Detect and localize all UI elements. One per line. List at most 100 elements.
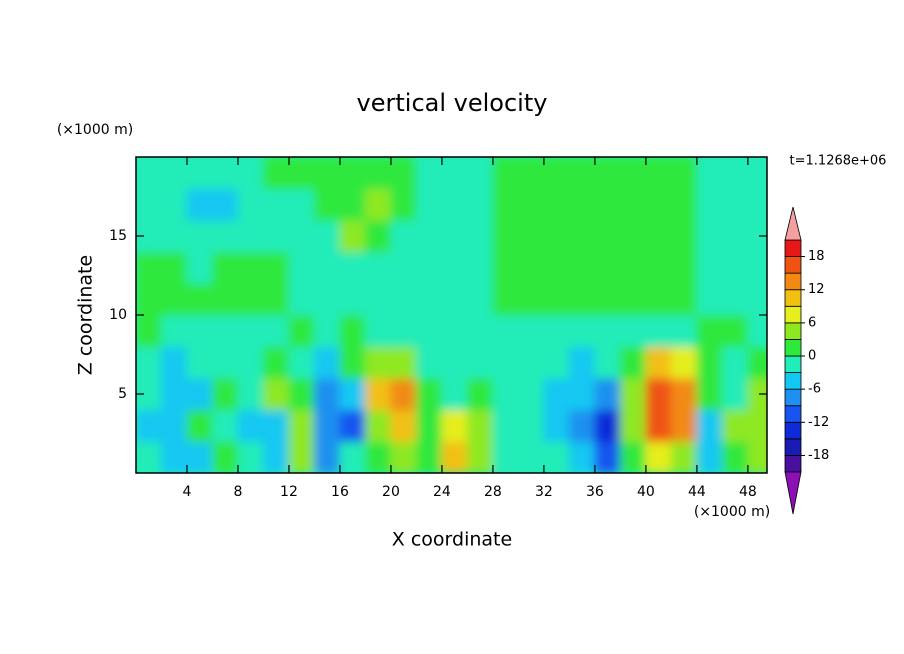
field-cell	[619, 219, 647, 253]
field-cell	[364, 409, 392, 442]
field-cell	[441, 377, 468, 411]
field-cell	[619, 377, 647, 411]
field-cell	[721, 346, 749, 379]
field-cell	[313, 251, 341, 284]
field-cell	[645, 440, 672, 473]
field-cell	[364, 219, 392, 253]
x-unit: (×1000 m)	[694, 504, 770, 520]
field-cell	[517, 346, 545, 379]
field-cell	[160, 251, 188, 284]
field-cell	[696, 314, 723, 348]
x-tick-label: 40	[637, 484, 655, 500]
field-cell	[721, 157, 749, 190]
field-cell	[415, 314, 443, 348]
colorbar-tick-label: -6	[808, 382, 821, 397]
field-cell	[670, 157, 698, 190]
field-cell	[211, 377, 239, 411]
field-cell	[415, 219, 443, 253]
time-label: t=1.1268e+06	[790, 154, 887, 169]
field-cell	[136, 440, 162, 473]
field-cell	[313, 157, 341, 190]
field-cell	[211, 188, 239, 221]
field-cell	[339, 314, 366, 348]
field-cell	[670, 409, 698, 442]
field-cell	[211, 440, 239, 473]
colorbar-over	[784, 206, 802, 241]
field-cell	[543, 409, 570, 442]
field-cell	[211, 251, 239, 284]
field-cell	[313, 282, 341, 316]
field-cell	[747, 409, 767, 442]
field-cell	[160, 188, 188, 221]
field-cell	[645, 314, 672, 348]
field-cell	[441, 219, 468, 253]
field-cell	[237, 282, 264, 316]
colorbar-box	[784, 305, 802, 324]
y-axis-label: Z coordinate	[75, 255, 97, 375]
field-cell	[136, 346, 162, 379]
field-cell	[517, 440, 545, 473]
field-cell	[288, 409, 315, 442]
field-cell	[721, 377, 749, 411]
field-cell	[670, 377, 698, 411]
field-cell	[645, 157, 672, 190]
field-cell	[364, 188, 392, 221]
field-cell	[364, 346, 392, 379]
field-cell	[645, 282, 672, 316]
field-cell	[313, 440, 341, 473]
field-cell	[415, 282, 443, 316]
field-cell	[186, 346, 213, 379]
field-cell	[594, 157, 621, 190]
field-cell	[288, 377, 315, 411]
field-cell	[517, 219, 545, 253]
field-cell	[441, 314, 468, 348]
y-tick-label: 5	[118, 386, 127, 402]
colorbar-box	[784, 289, 802, 307]
field-cell	[160, 157, 188, 190]
field-cell	[696, 219, 723, 253]
field-cell	[415, 188, 443, 221]
field-cell	[288, 440, 315, 473]
field-cell	[160, 314, 188, 348]
field-cell	[313, 377, 341, 411]
y-unit: (×1000 m)	[57, 122, 133, 138]
colorbar-box	[784, 388, 802, 407]
field-cell	[670, 314, 698, 348]
colorbar-tick-label: -12	[808, 415, 829, 430]
field-cell	[262, 409, 290, 442]
field-cell	[466, 282, 494, 316]
field-cell	[568, 409, 596, 442]
field-cell	[160, 377, 188, 411]
field-cell	[390, 251, 417, 284]
field-cell	[696, 409, 723, 442]
field-cell	[492, 409, 519, 442]
field-cell	[186, 440, 213, 473]
field-cell	[517, 409, 545, 442]
field-cell	[339, 219, 366, 253]
x-tick-label: 16	[331, 484, 349, 500]
field-cell	[492, 377, 519, 411]
field-cell	[543, 157, 570, 190]
field-cell	[415, 409, 443, 442]
y-tick-label: 15	[109, 228, 127, 244]
field-cell	[262, 251, 290, 284]
field-cell	[594, 346, 621, 379]
colorbar-tick-label: 18	[808, 249, 825, 264]
field-cell	[747, 219, 767, 253]
field-cell	[364, 440, 392, 473]
field-cells	[136, 157, 767, 473]
field-cell	[415, 440, 443, 473]
field-cell	[619, 251, 647, 284]
field-cell	[237, 346, 264, 379]
chart-title: vertical velocity	[357, 89, 548, 117]
field-cell	[568, 346, 596, 379]
field-cell	[313, 314, 341, 348]
field-cell	[339, 188, 366, 221]
field-cell	[670, 188, 698, 221]
field-cell	[568, 219, 596, 253]
field-cell	[390, 409, 417, 442]
field-cell	[237, 251, 264, 284]
field-cell	[568, 314, 596, 348]
field-cell	[645, 219, 672, 253]
